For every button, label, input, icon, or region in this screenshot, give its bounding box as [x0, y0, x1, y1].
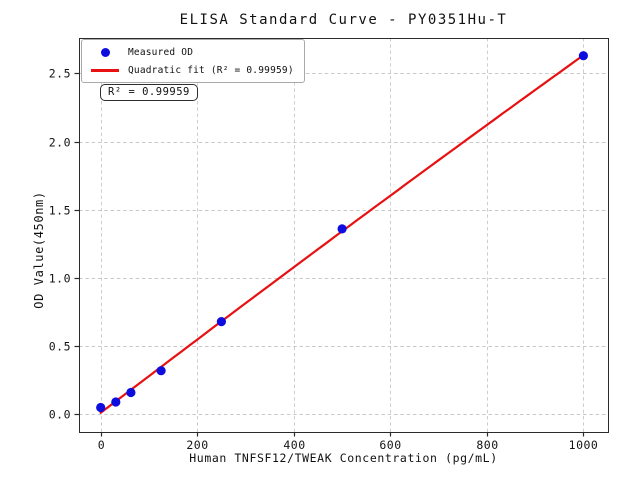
r-squared-annotation: R² = 0.99959 [100, 84, 198, 101]
data-point [111, 397, 121, 407]
data-point [578, 51, 589, 61]
y-tick-label: 1.5 [49, 204, 71, 218]
y-tick-label: 1.0 [49, 272, 71, 286]
y-tick-label: 2.5 [49, 67, 71, 81]
legend-swatch-area [90, 47, 120, 57]
legend: Measured OD Quadratic fit (R² = 0.99959) [81, 39, 305, 83]
legend-label-measured-od: Measured OD [128, 46, 194, 58]
data-point [126, 387, 136, 398]
y-axis-label: OD Value(450nm) [32, 191, 46, 309]
x-tick-label: 800 [476, 438, 498, 452]
y-tick-label: 2.0 [49, 136, 71, 150]
data-point [337, 224, 347, 234]
data-point [156, 366, 166, 376]
y-tick-label: 0.5 [49, 340, 71, 354]
legend-swatch-area [90, 68, 120, 72]
quadratic-fit-line [99, 54, 585, 414]
x-tick-label: 600 [379, 438, 401, 452]
chart-title: ELISA Standard Curve - PY0351Hu-T [179, 12, 508, 28]
x-axis-label: Human TNFSF12/TWEAK Concentration (pg/mL… [189, 451, 498, 465]
x-tick-label: 1000 [569, 438, 599, 452]
red-line-marker-icon [91, 68, 119, 72]
x-tick-label: 400 [283, 438, 305, 452]
x-tick-label: 200 [186, 438, 208, 452]
legend-item-quadratic-fit: Quadratic fit (R² = 0.99959) [90, 62, 294, 78]
y-tick-label: 0.0 [49, 408, 71, 422]
legend-label-quadratic-fit: Quadratic fit (R² = 0.99959) [128, 64, 294, 76]
data-point [96, 402, 106, 413]
x-tick-label: 0 [98, 438, 105, 452]
plot-border [78, 37, 610, 434]
legend-item-measured-od: Measured OD [90, 44, 294, 60]
blue-dot-marker-icon [100, 47, 110, 57]
data-point [216, 317, 226, 327]
